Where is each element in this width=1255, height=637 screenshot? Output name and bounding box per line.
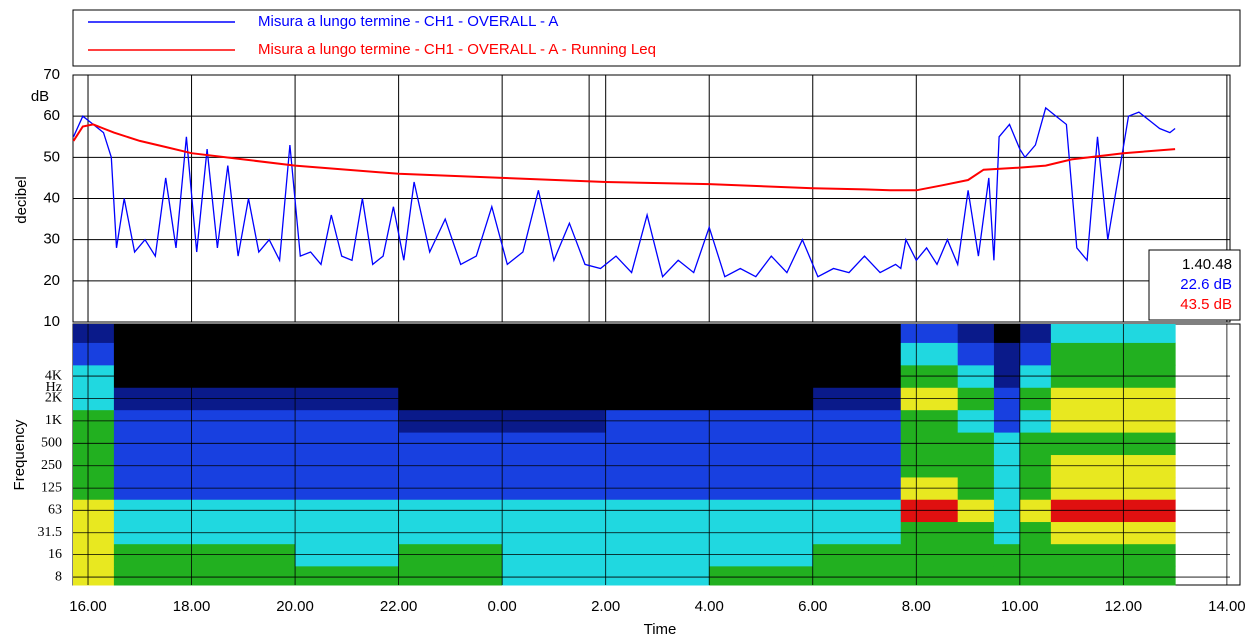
spectrogram-cell xyxy=(502,324,606,343)
spectrogram-cell xyxy=(192,342,296,365)
spectrogram-cell xyxy=(709,324,813,343)
x-tick-label: 0.00 xyxy=(488,598,517,615)
legend-label: Misura a lungo termine - CH1 - OVERALL -… xyxy=(258,41,656,58)
spectrogram-cell xyxy=(73,566,114,586)
spectrogram-cell xyxy=(994,566,1020,586)
spectrogram-cell xyxy=(295,566,399,586)
x-tick-label: 16.00 xyxy=(69,598,107,615)
spectrogram-cell xyxy=(399,566,503,586)
x-tick-label: 6.00 xyxy=(798,598,827,615)
spectrogram-cell xyxy=(901,324,958,343)
spectrogram-cell xyxy=(502,342,606,365)
y-tick-label: 31.5 xyxy=(38,525,63,540)
x-tick-label: 2.00 xyxy=(591,598,620,615)
spectrogram-cell xyxy=(1020,324,1052,343)
y-tick-label: 250 xyxy=(41,458,62,473)
x-tick-label: 12.00 xyxy=(1105,598,1143,615)
y-tick-label: 30 xyxy=(43,231,60,248)
x-tick-label: 14.00 xyxy=(1208,598,1246,615)
spectrogram-cell xyxy=(295,324,399,343)
spectrogram-cell xyxy=(192,566,296,586)
spectrogram-cell xyxy=(1020,566,1052,586)
spectrogram-cell xyxy=(1051,324,1176,343)
spectrogram-cell xyxy=(994,324,1020,343)
spectrogram-cell xyxy=(958,566,995,586)
spectrogram-cell xyxy=(192,324,296,343)
y-axis-title: Frequency xyxy=(11,419,28,490)
spectrogram-cell xyxy=(399,342,503,365)
spectrogram-cell xyxy=(958,324,995,343)
x-tick-label: 10.00 xyxy=(1001,598,1039,615)
readout-value: 43.5 dB xyxy=(1180,296,1232,313)
y-unit: dB xyxy=(31,88,49,105)
x-tick-label: 8.00 xyxy=(902,598,931,615)
y-tick-label: 4K xyxy=(45,368,62,383)
chart: dB decibel Frequency Hz Time 10203040506… xyxy=(0,0,1255,637)
spectrogram-cell xyxy=(994,342,1020,365)
readout-value: 22.6 dB xyxy=(1180,276,1232,293)
y-tick-label: 125 xyxy=(41,480,62,495)
x-tick-label: 20.00 xyxy=(276,598,314,615)
y-tick-label: 60 xyxy=(43,107,60,124)
x-axis-title: Time xyxy=(644,621,677,637)
spectrogram-cell xyxy=(606,342,710,365)
x-tick-label: 22.00 xyxy=(380,598,418,615)
spectrogram-cell xyxy=(901,342,958,365)
y-tick-label: 40 xyxy=(43,189,60,206)
spectrogram-cell xyxy=(73,324,114,343)
spectrogram-cell xyxy=(958,342,995,365)
spectrogram-cell xyxy=(114,342,192,365)
y-tick-label: 50 xyxy=(43,148,60,165)
legend-label: Misura a lungo termine - CH1 - OVERALL -… xyxy=(258,13,558,30)
spectrogram-cell xyxy=(1051,342,1176,365)
y-axis-title: decibel xyxy=(13,176,30,224)
spectrogram-cell xyxy=(114,324,192,343)
y-tick-label: 63 xyxy=(48,503,62,518)
y-tick-label: 2K xyxy=(45,391,62,406)
spectrogram-cell xyxy=(114,566,192,586)
spectrogram-cell xyxy=(502,566,606,586)
spectrogram-cell xyxy=(813,324,902,343)
spectrogram-cell xyxy=(399,324,503,343)
y-tick-label: 1K xyxy=(45,413,62,428)
spectrogram-cell xyxy=(606,324,710,343)
y-tick-label: 8 xyxy=(55,569,62,584)
spectrogram-cell xyxy=(901,566,958,586)
y-tick-label: 16 xyxy=(48,547,62,562)
y-tick-label: 10 xyxy=(43,313,60,330)
x-tick-label: 4.00 xyxy=(695,598,724,615)
spectrogram-cell xyxy=(813,566,902,586)
legend-box xyxy=(73,10,1240,66)
spectrogram-cell xyxy=(813,342,902,365)
readout-time: 1.40.48 xyxy=(1182,256,1232,273)
y-tick-label: 500 xyxy=(41,436,62,451)
x-tick-label: 18.00 xyxy=(173,598,211,615)
spectrogram-cell xyxy=(1051,566,1176,586)
spectrogram-cell xyxy=(709,342,813,365)
spectrogram-cell xyxy=(295,342,399,365)
spectrogram-cell xyxy=(73,342,114,365)
spectrogram-cell xyxy=(709,566,813,586)
y-tick-label: 70 xyxy=(43,66,60,83)
spectrogram-cell xyxy=(1020,342,1052,365)
y-tick-label: 20 xyxy=(43,272,60,289)
spectrogram-cell xyxy=(606,566,710,586)
